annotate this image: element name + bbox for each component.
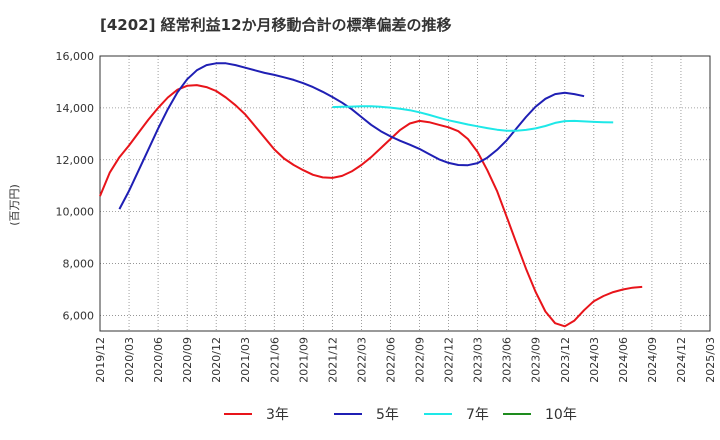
series-line-3: [332, 105, 614, 132]
legend-label-3: 7年: [466, 407, 489, 423]
x-tick-label: 2021/09: [297, 337, 310, 383]
x-tick-label: 2022/03: [355, 337, 368, 383]
y-tick-label: 6,000: [63, 309, 95, 322]
x-tick-label: 2020/09: [181, 337, 194, 383]
y-tick-label: 14,000: [56, 102, 95, 115]
x-tick-label: 2021/12: [326, 337, 339, 383]
y-tick-label: 16,000: [56, 50, 95, 63]
x-tick-label: 2023/06: [501, 337, 514, 383]
chart-title: [4202] 経常利益12か月移動合計の標準偏差の推移: [100, 16, 452, 34]
x-tick-label: 2019/12: [94, 337, 107, 383]
legend-label-1: 3年: [266, 407, 289, 423]
x-tick-label: 2024/06: [617, 337, 630, 383]
legend-label-2: 5年: [376, 407, 399, 423]
y-tick-label: 10,000: [56, 206, 95, 219]
x-tick-label: 2022/06: [384, 337, 397, 383]
x-tick-label: 2020/06: [152, 337, 165, 383]
x-tick-label: 2024/12: [675, 337, 688, 383]
x-tick-label: 2022/09: [414, 337, 427, 383]
x-tick-label: 2023/12: [559, 337, 572, 383]
x-tick-label: 2022/12: [443, 337, 456, 383]
x-tick-label: 2023/03: [472, 337, 485, 383]
legend-label-4: 10年: [545, 407, 577, 423]
y-tick-label: 8,000: [63, 258, 95, 271]
x-tick-label: 2021/03: [239, 337, 252, 383]
y-axis-label: (百万円): [8, 184, 21, 226]
x-tick-label: 2024/03: [588, 337, 601, 383]
x-tick-label: 2020/12: [210, 337, 223, 383]
y-tick-label: 12,000: [56, 154, 95, 167]
series-line-2: [118, 62, 585, 210]
x-tick-label: 2021/06: [268, 337, 281, 383]
plot-area: [100, 56, 710, 331]
series-line-1: [99, 84, 643, 328]
x-tick-label: 2024/09: [646, 337, 659, 383]
x-tick-label: 2025/03: [704, 337, 717, 383]
x-tick-label: 2020/03: [123, 337, 136, 383]
x-tick-label: 2023/09: [530, 337, 543, 383]
